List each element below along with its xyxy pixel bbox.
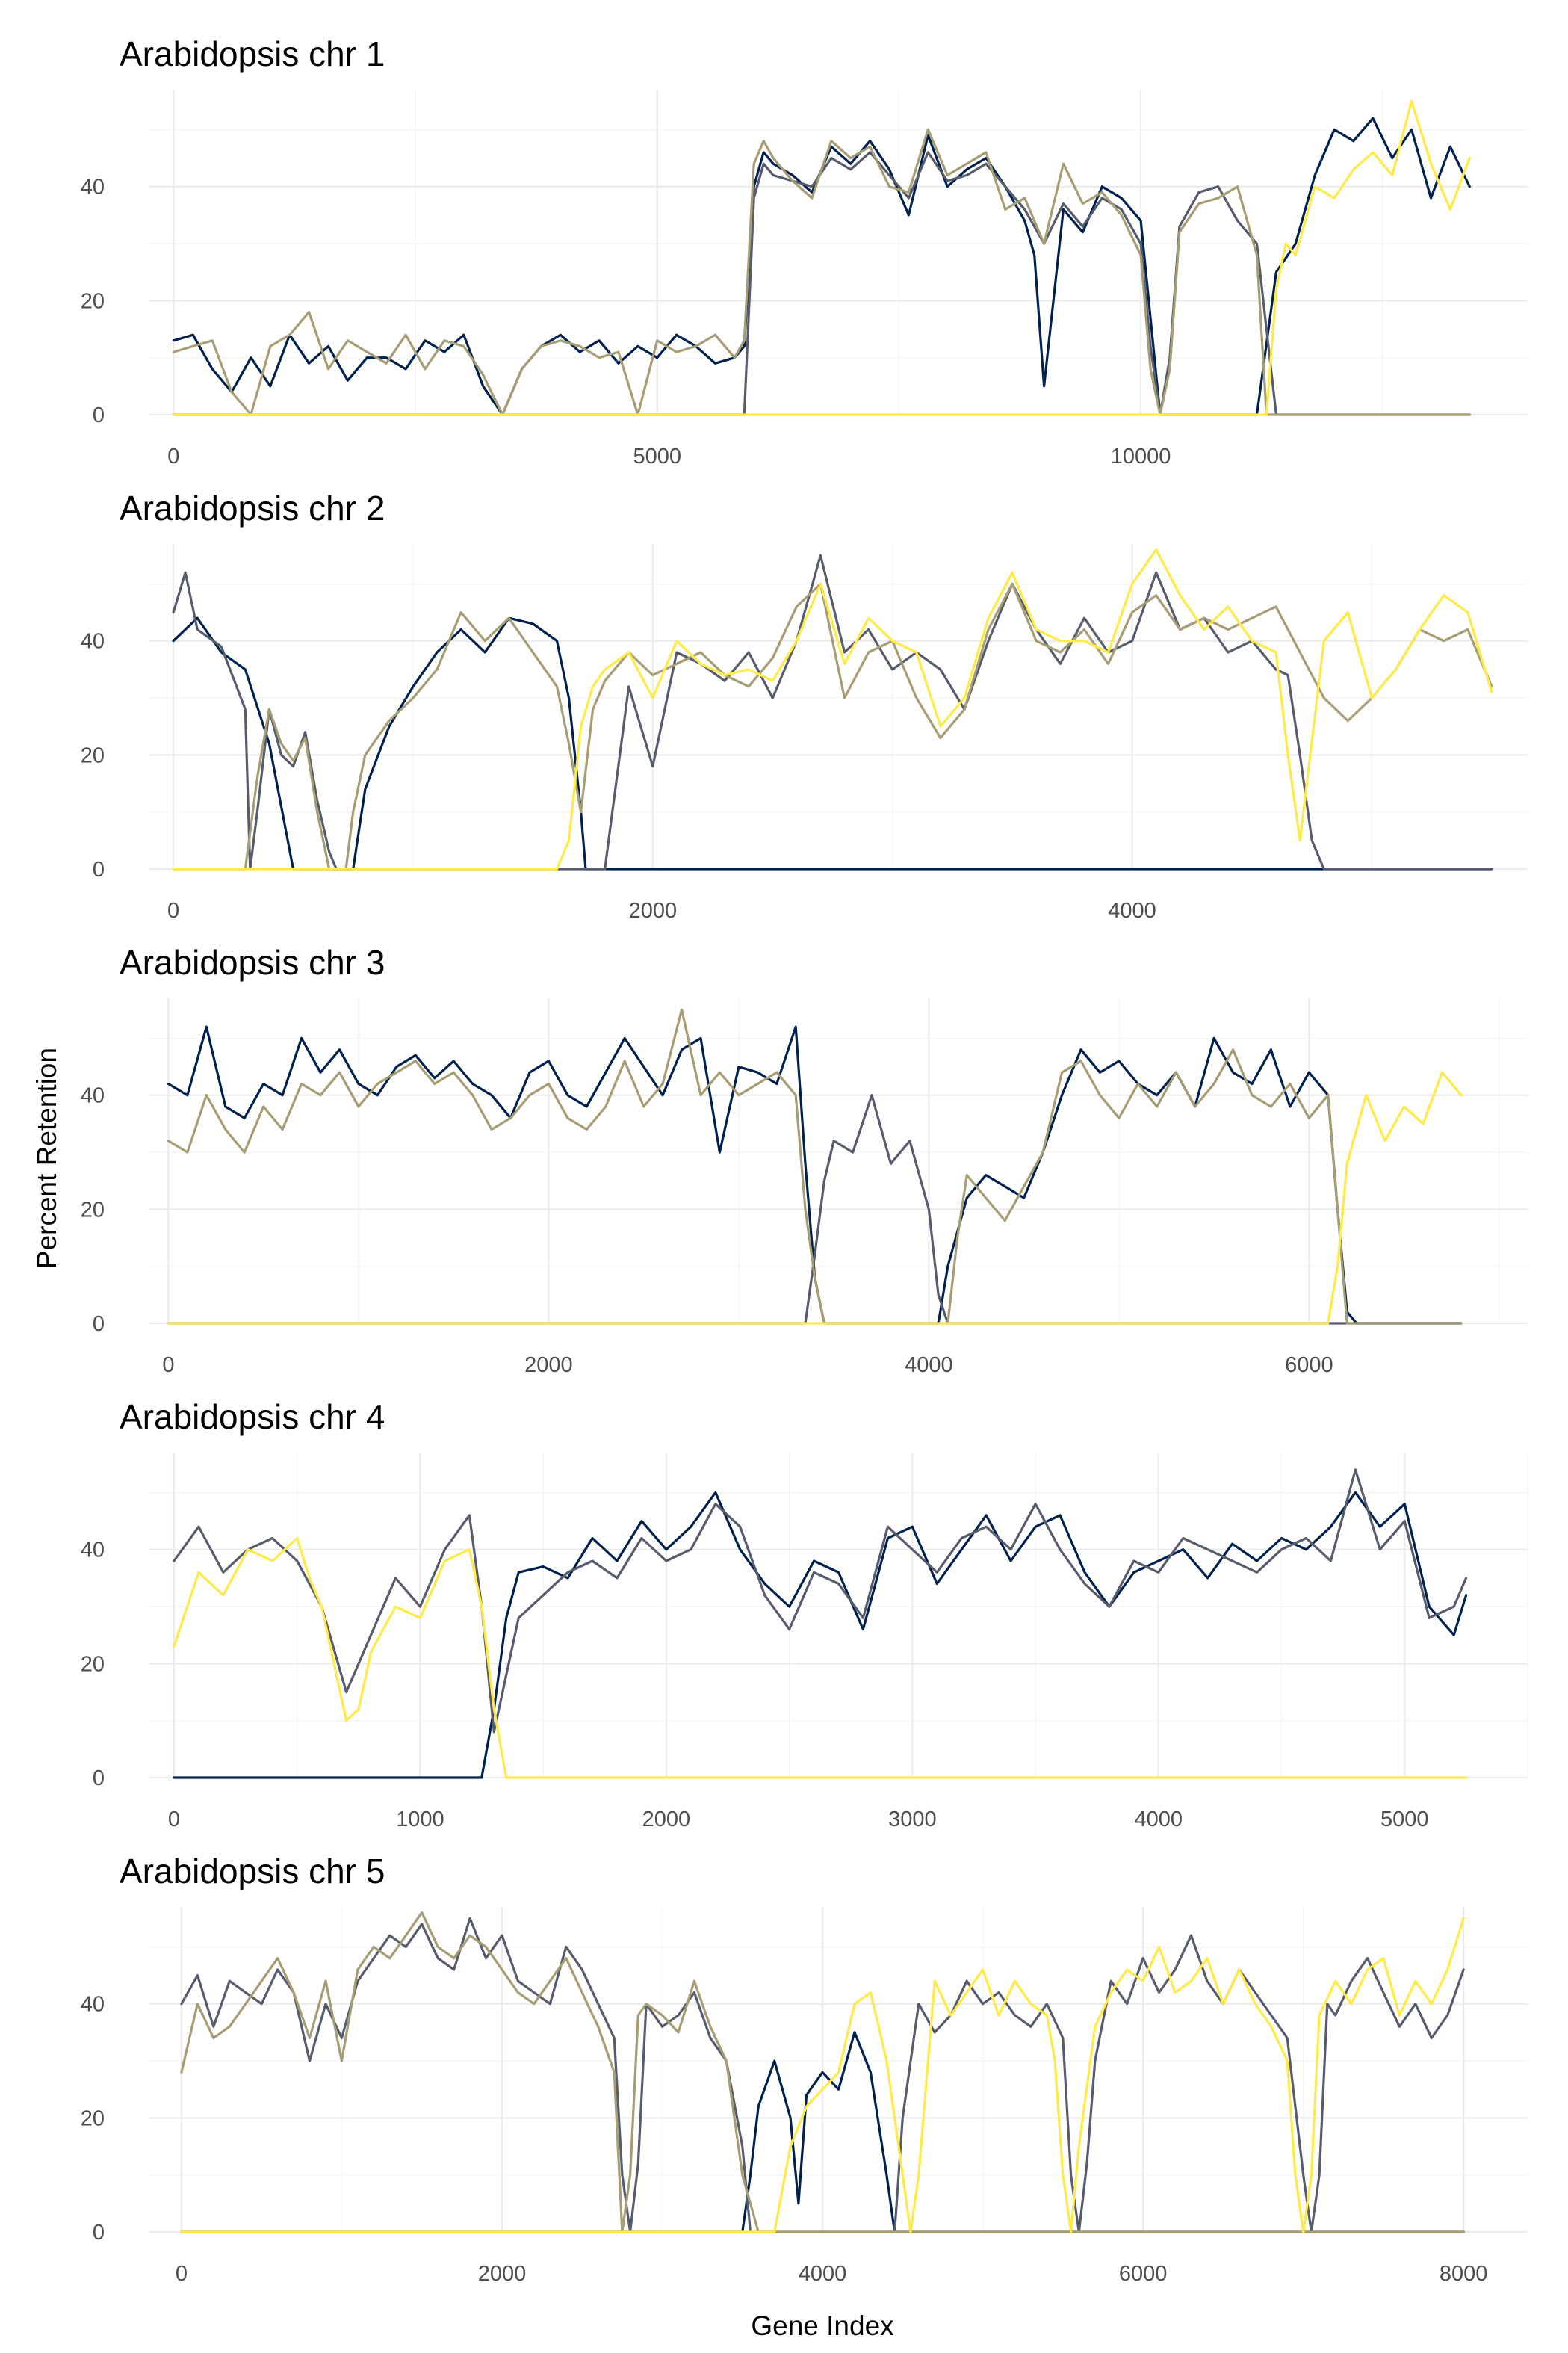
panel-chr-2: Arabidopsis chr 2 0 2000 4000 0 20 40: [81, 489, 1528, 923]
x-tick-label: 2000: [478, 2262, 527, 2286]
x-tick-label: 10000: [1111, 445, 1171, 469]
panel-title: Arabidopsis chr 5: [120, 1852, 385, 1890]
panel-title: Arabidopsis chr 2: [120, 489, 385, 528]
series-line-4: [172, 99, 1471, 416]
x-tick-label: 4000: [799, 2262, 847, 2286]
series-line-3: [173, 1536, 1468, 1779]
y-tick-label: 20: [81, 2106, 105, 2130]
panel-chr-3: Arabidopsis chr 3 0 2000 4000 6000 0 20 40: [81, 943, 1528, 1377]
y-tick-label: 20: [81, 1652, 105, 1676]
y-axis-title: Percent Retention: [31, 1048, 62, 1269]
y-tick-label: 40: [81, 176, 105, 200]
y-tick-label: 0: [93, 403, 105, 427]
y-tick-label: 20: [81, 1198, 105, 1222]
series-line-4: [180, 1917, 1465, 2233]
y-tick-label: 40: [81, 1084, 105, 1108]
panel-title: Arabidopsis chr 1: [120, 34, 385, 73]
x-tick-label: 4000: [905, 1353, 953, 1377]
series-line-3: [172, 128, 1471, 416]
series-line-1: [180, 2031, 1465, 2233]
x-tick-label: 6000: [1119, 2262, 1168, 2286]
series-line-4: [167, 1071, 1463, 1325]
x-tick-label: 0: [168, 1808, 180, 1831]
x-tick-label: 8000: [1440, 2262, 1488, 2286]
series-line-3: [172, 582, 1493, 871]
y-tick-label: 0: [93, 1766, 105, 1790]
series-line-3: [180, 1911, 1465, 2233]
y-tick-label: 40: [81, 1539, 105, 1562]
x-tick-label: 0: [167, 445, 179, 469]
y-tick-label: 40: [81, 630, 105, 654]
x-tick-label: 4000: [1108, 899, 1156, 923]
panel-chr-1: Arabidopsis chr 1 0 5000 10000 0 20 40: [81, 34, 1528, 469]
panel-title: Arabidopsis chr 3: [120, 943, 385, 982]
x-tick-label: 2000: [524, 1353, 573, 1377]
x-tick-label: 1000: [396, 1808, 444, 1831]
x-tick-label: 0: [176, 2262, 188, 2286]
x-tick-label: 5000: [1380, 1808, 1429, 1831]
x-tick-label: 4000: [1135, 1808, 1183, 1831]
x-tick-label: 6000: [1285, 1353, 1333, 1377]
y-tick-label: 20: [81, 743, 105, 767]
panel-chr-4: Arabidopsis chr 4 0 1000 2000 3000 4000 5000 0 2…: [81, 1397, 1528, 1831]
x-tick-label: 0: [167, 899, 179, 923]
series-line-1: [173, 1491, 1468, 1779]
x-axis-title: Gene Index: [751, 2310, 894, 2341]
series-line-4: [172, 548, 1493, 871]
y-tick-label: 40: [81, 1993, 105, 2017]
x-tick-label: 0: [162, 1353, 174, 1377]
series-line-3: [167, 1008, 1463, 1325]
y-tick-label: 0: [93, 858, 105, 882]
series-line-1: [167, 1025, 1463, 1325]
x-tick-label: 2000: [642, 1808, 691, 1831]
x-tick-label: 5000: [633, 445, 681, 469]
series-line-2: [167, 1094, 1463, 1325]
panel-title: Arabidopsis chr 4: [120, 1397, 385, 1436]
y-tick-label: 0: [93, 1312, 105, 1336]
y-tick-label: 20: [81, 289, 105, 313]
x-tick-label: 2000: [629, 899, 678, 923]
x-tick-label: 3000: [888, 1808, 937, 1831]
y-tick-label: 0: [93, 2221, 105, 2245]
panel-chr-5: Arabidopsis chr 5 0 2000 4000 6000 8000 0 20 40: [81, 1852, 1528, 2286]
series-line-2: [173, 1468, 1468, 1734]
